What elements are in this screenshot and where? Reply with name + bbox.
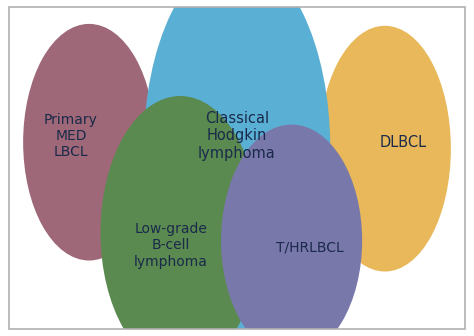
- Text: Classical
Hodgkin
lymphoma: Classical Hodgkin lymphoma: [198, 111, 276, 161]
- Text: T/HRLBCL: T/HRLBCL: [276, 240, 344, 254]
- Text: Low-grade
B-cell
lymphoma: Low-grade B-cell lymphoma: [134, 222, 208, 268]
- Ellipse shape: [221, 125, 362, 336]
- Ellipse shape: [100, 96, 260, 336]
- Text: Primary
MED
LBCL: Primary MED LBCL: [44, 113, 98, 159]
- Ellipse shape: [23, 24, 155, 260]
- Ellipse shape: [319, 26, 451, 271]
- Text: DLBCL: DLBCL: [380, 135, 427, 150]
- Ellipse shape: [144, 0, 330, 336]
